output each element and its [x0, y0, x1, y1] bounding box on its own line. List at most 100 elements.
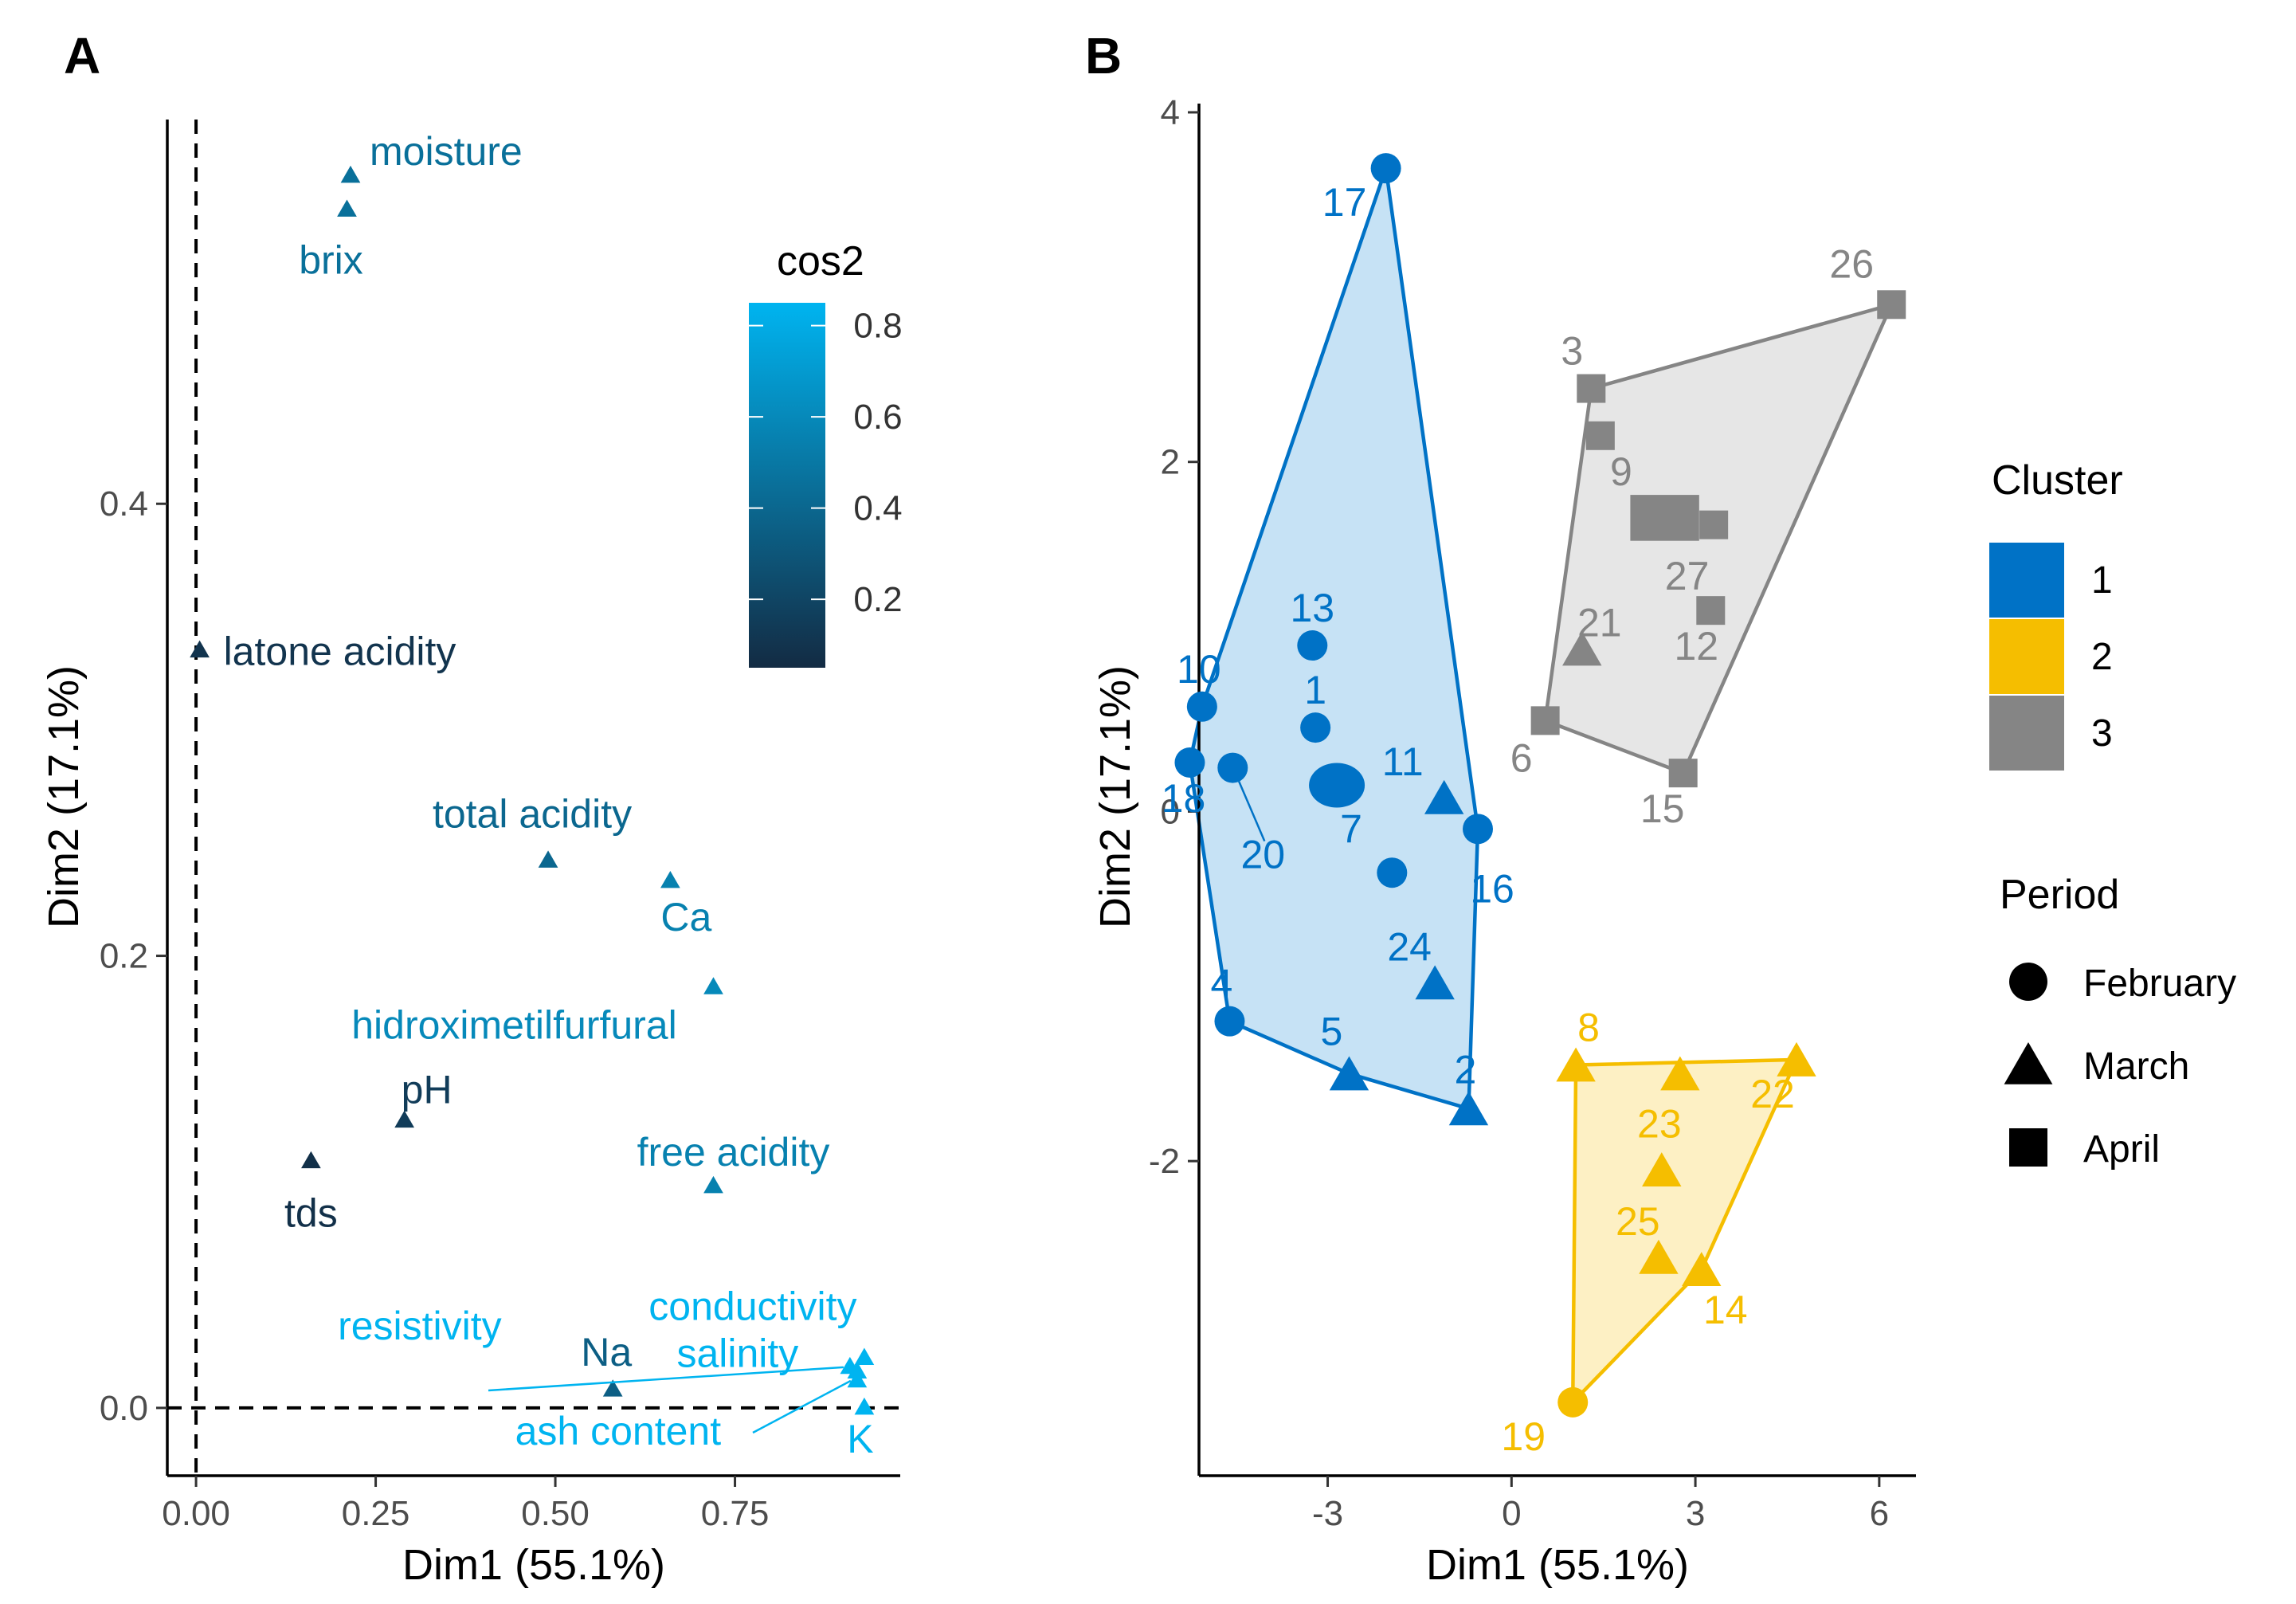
point-label-14: 14 — [1703, 1288, 1748, 1332]
variable-marker-hidroximetilfurfural — [703, 977, 723, 994]
panel-a-reference-lines — [167, 120, 900, 1476]
variable-label-ash-content: ash content — [515, 1409, 722, 1453]
variable-marker-tds — [301, 1151, 321, 1169]
point-25-triangle — [1642, 1152, 1682, 1187]
point-label-17: 17 — [1322, 180, 1367, 225]
point-label-15: 15 — [1640, 786, 1685, 831]
variable-label-moisture: moisture — [370, 129, 523, 174]
point-unlabeled-9-circle — [1377, 857, 1408, 888]
x-tick-label: 0.75 — [701, 1494, 770, 1533]
point-unlabeled-18-square — [1699, 510, 1729, 539]
panel-label-a: A — [64, 27, 100, 84]
legend-period-triangle — [2004, 1042, 2053, 1084]
point-label-27: 27 — [1665, 554, 1710, 598]
legend-cluster-title: Cluster — [1992, 457, 2123, 504]
legend-cluster-swatch-1 — [1988, 541, 2066, 619]
variable-marker-latone-acidity — [190, 640, 210, 658]
variable-marker-ca — [660, 870, 680, 888]
label-connector — [488, 1366, 844, 1392]
point-label-20: 20 — [1240, 833, 1285, 877]
variable-label-latone-acidity: latone acidity — [224, 629, 456, 674]
variable-marker-k — [854, 1397, 875, 1415]
variable-label-resistivity: resistivity — [338, 1304, 502, 1348]
colorbar-bar — [749, 303, 825, 668]
legend-period-label-february: February — [2083, 963, 2236, 1005]
legend-period-label-april: April — [2083, 1128, 2160, 1171]
point-10-circle — [1186, 691, 1217, 722]
point-19-circle — [1557, 1386, 1589, 1418]
point-unlabeled-27-triangle — [1639, 1239, 1679, 1274]
panel-a-y-title: Dim2 (17.1%) — [40, 665, 88, 928]
variable-label-ph: pH — [402, 1068, 453, 1112]
x-tick-label: 3 — [1686, 1494, 1705, 1533]
point-5-triangle — [1329, 1056, 1369, 1091]
x-tick-label: -3 — [1312, 1494, 1343, 1533]
y-tick-label: 0.4 — [100, 484, 148, 524]
point-label-2: 2 — [1455, 1047, 1477, 1092]
point-label-9: 9 — [1610, 449, 1632, 494]
point-label-24: 24 — [1387, 924, 1432, 969]
colorbar-title: cos2 — [777, 238, 864, 284]
panel-b-y-title: Dim2 (17.1%) — [1091, 665, 1139, 928]
variable-marker-na — [602, 1379, 623, 1397]
panel-a-colorbar: cos2 0.2 0.4 0.6 0.8 — [749, 238, 903, 668]
point-12-square — [1696, 596, 1726, 626]
legend-cluster-swatch-3 — [1988, 694, 2066, 772]
panel-a: A 0.00 0.25 0.50 0.75 0.0 0.2 0.4 moisture brix… — [40, 27, 903, 1589]
variable-label-total-acidity: total acidity — [433, 791, 632, 836]
point-4-circle — [1214, 1006, 1245, 1037]
panel-label-b: B — [1085, 27, 1122, 84]
variable-marker-salinity — [847, 1361, 868, 1378]
variable-label-na: Na — [581, 1330, 632, 1375]
panel-b-legend: Cluster Period 1 2 3 February March April — [1988, 457, 2236, 1171]
point-label-22: 22 — [1750, 1072, 1795, 1116]
label-connector — [752, 1379, 852, 1434]
panel-b-cluster-hulls — [1188, 166, 1894, 1405]
y-tick-label: 4 — [1161, 93, 1180, 132]
variable-marker-brix — [337, 199, 357, 217]
point-label-26: 26 — [1829, 241, 1874, 286]
point-14-triangle — [1682, 1252, 1722, 1287]
x-tick-label: 0.50 — [521, 1494, 590, 1533]
variable-marker-moisture — [340, 165, 361, 183]
variable-label-k: K — [847, 1417, 873, 1461]
point-11-triangle — [1424, 779, 1464, 814]
legend-period-square — [2009, 1128, 2047, 1167]
point-3-square — [1577, 374, 1606, 403]
y-tick-label: 0 — [1161, 792, 1180, 831]
point-21-triangle — [1562, 631, 1602, 666]
panel-a-ticks: 0.00 0.25 0.50 0.75 0.0 0.2 0.4 — [100, 484, 770, 1533]
point-label-16: 16 — [1470, 866, 1514, 911]
x-tick-label: 6 — [1870, 1494, 1889, 1533]
variable-marker-free-acidity — [703, 1175, 723, 1194]
point-label-4: 4 — [1211, 962, 1233, 1006]
point-26-square — [1877, 290, 1906, 320]
point-20-circle — [1217, 752, 1248, 783]
point-label-3: 3 — [1561, 329, 1583, 374]
variable-label-conductivity: conductivity — [648, 1284, 856, 1328]
y-tick-label: -2 — [1149, 1142, 1180, 1181]
legend-cluster-label-1: 1 — [2091, 559, 2113, 602]
variable-label-free-acidity: free acidity — [637, 1130, 830, 1175]
variable-marker-total-acidity — [538, 850, 558, 868]
point-1-circle — [1300, 712, 1331, 743]
variable-label-ca: Ca — [660, 895, 711, 939]
y-tick-label: 0.0 — [100, 1389, 148, 1428]
point-label-6: 6 — [1510, 735, 1533, 780]
point-13-circle — [1297, 630, 1328, 661]
point-7-circle — [1309, 763, 1365, 808]
variable-marker-conductivity — [854, 1347, 875, 1365]
point-23-triangle — [1660, 1056, 1700, 1091]
point-label-23: 23 — [1637, 1101, 1682, 1146]
variable-label-salinity: salinity — [676, 1331, 798, 1376]
y-tick-label: 0.2 — [100, 937, 148, 976]
point-label-5: 5 — [1321, 1009, 1343, 1053]
point-label-21: 21 — [1577, 600, 1622, 645]
point-9-square — [1585, 421, 1615, 450]
point-22-triangle — [1777, 1041, 1816, 1077]
variable-marker-ash-content — [847, 1370, 868, 1388]
